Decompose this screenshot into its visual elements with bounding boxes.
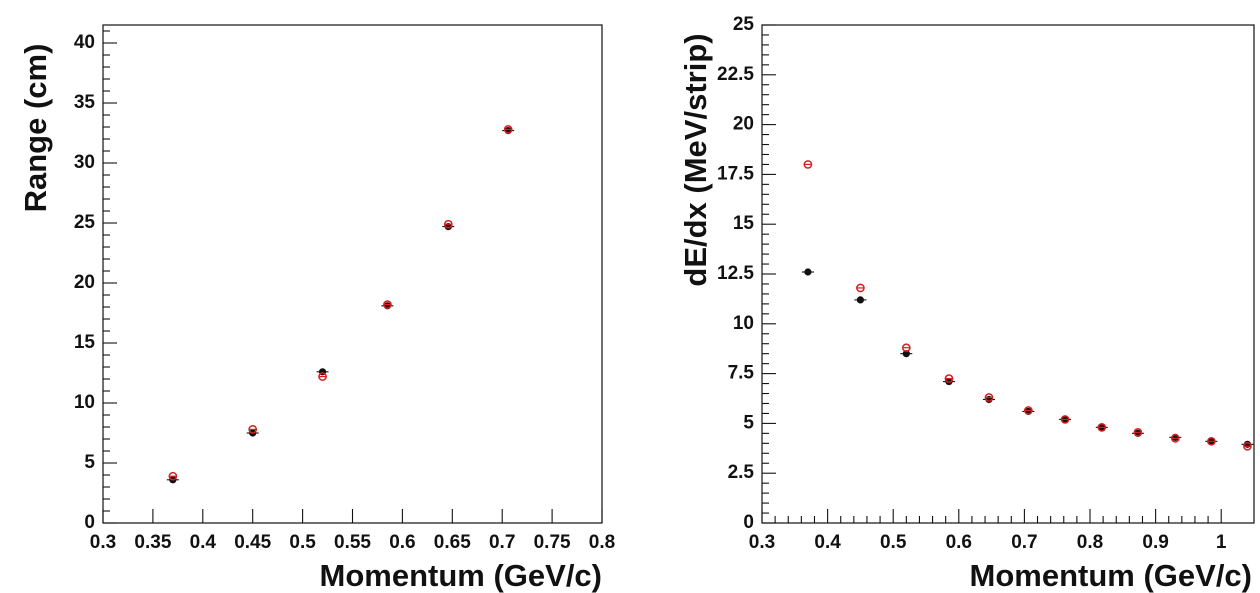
data-point-filled — [444, 223, 452, 231]
y-tick-label: 25 — [733, 14, 755, 35]
y-tick-label: 25 — [74, 212, 96, 233]
x-tick-label: 0.5 — [880, 532, 907, 553]
data-point-filled — [856, 296, 865, 304]
y-tick-label: 15 — [74, 332, 96, 353]
range-vs-momentum-chart: 0.3 0.35 0.4 0.45 0.5 0.55 0.6 0.65 0.7 0.75 0.8 0 5… — [18, 24, 615, 593]
y-tick-label: 15 — [733, 213, 755, 234]
x-tick-label: 0.4 — [814, 532, 841, 553]
y-tick-label: 10 — [733, 313, 754, 334]
y-tick-label: 0 — [743, 512, 754, 533]
x-tick-label: 0.9 — [1142, 532, 1168, 553]
y-tick-label: 22.5 — [717, 64, 754, 85]
y-tick-label: 5 — [84, 452, 95, 473]
x-tick-label: 0.5 — [289, 532, 316, 553]
y-tick-label: 17.5 — [717, 163, 754, 184]
plot-frame — [102, 24, 603, 524]
x-tick-label: 0.6 — [389, 532, 415, 553]
y-tick-label: 10 — [74, 392, 95, 413]
x-tick-label: 0.4 — [190, 532, 217, 553]
x-tick-label: 0.75 — [534, 532, 571, 553]
y-tick-label: 0 — [84, 512, 95, 533]
x-tick-label: 0.65 — [434, 532, 471, 553]
y-tick-label: 5 — [743, 412, 754, 433]
x-tick-label: 1 — [1216, 532, 1227, 553]
plot-frame — [761, 24, 1255, 524]
data-point-filled — [804, 268, 812, 276]
y-tick-label: 20 — [74, 272, 95, 293]
y-tick-label: 12.5 — [717, 263, 754, 284]
x-tick-label: 0.55 — [334, 532, 371, 553]
y-axis-title: Range (cm) — [18, 44, 53, 213]
x-tick-label: 0.45 — [234, 532, 271, 553]
x-tick-label: 0.7 — [1011, 532, 1037, 553]
y-tick-label: 20 — [733, 114, 754, 135]
y-tick-label: 40 — [74, 32, 95, 53]
x-tick-label: 0.3 — [749, 532, 775, 553]
y-tick-label: 35 — [74, 92, 96, 113]
x-tick-label: 0.35 — [134, 532, 171, 553]
y-axis-title: dE/dx (MeV/strip) — [678, 33, 713, 286]
y-tick-label: 2.5 — [728, 462, 755, 483]
dedx-vs-momentum-chart: 0.3 0.4 0.5 0.6 0.7 0.8 0.9 102.557.51012.51517… — [678, 14, 1255, 593]
data-point-filled — [902, 350, 910, 358]
y-tick-label: 30 — [74, 152, 95, 173]
y-tick-label: 7.5 — [728, 363, 755, 384]
x-tick-label: 0.8 — [589, 532, 615, 553]
x-tick-label: 0.8 — [1077, 532, 1103, 553]
x-tick-label: 0.7 — [489, 532, 515, 553]
x-tick-label: 0.3 — [90, 532, 116, 553]
x-tick-label: 0.6 — [946, 532, 972, 553]
x-axis-title: Momentum (GeV/c) — [320, 558, 602, 593]
x-axis-title: Momentum (GeV/c) — [970, 558, 1252, 593]
